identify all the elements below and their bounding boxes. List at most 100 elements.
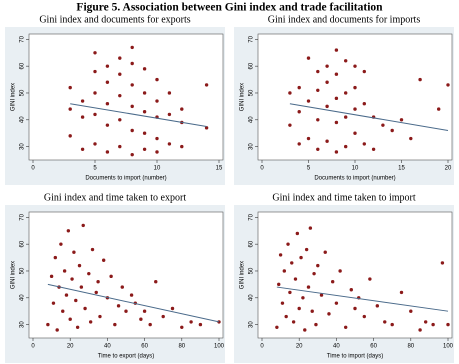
scatter-point — [325, 104, 329, 109]
scatter-point — [96, 280, 100, 284]
scatter-point — [105, 80, 110, 84]
scatter-point — [301, 296, 305, 300]
scatter-point — [323, 250, 327, 254]
scatter-point — [306, 136, 311, 141]
x-axis-label: Documents to import (number) — [85, 176, 166, 182]
scatter-point — [399, 290, 404, 295]
scatter-point — [148, 322, 152, 327]
y-tick-label: 50 — [20, 267, 26, 274]
scatter-point — [142, 309, 147, 313]
fit-line — [289, 103, 449, 132]
scatter-point — [51, 301, 56, 305]
scatter-point — [371, 147, 376, 151]
x-axis-label: Documents to import (number) — [314, 176, 395, 182]
scatter-point — [362, 102, 366, 106]
y-axis-label: GINI index — [11, 261, 17, 289]
y-tick-label: 70 — [249, 213, 255, 220]
scatter-point — [399, 118, 404, 122]
scatter-point — [290, 261, 294, 265]
scatter-point — [375, 304, 380, 308]
scatter-point — [72, 250, 76, 254]
scatter-point — [124, 309, 128, 313]
scatter-point — [101, 258, 106, 262]
scatter-point — [80, 99, 85, 103]
scatter-point — [275, 325, 279, 329]
figure-title: Figure 5. Association between Gini index… — [76, 2, 383, 14]
scatter-point — [80, 147, 85, 151]
scatter-point — [316, 88, 320, 92]
x-tick-label: 0 — [31, 344, 35, 350]
x-tick-label: 40 — [104, 344, 111, 350]
scatter-point — [142, 110, 147, 114]
scatter-point — [204, 126, 209, 130]
x-tick-label: 80 — [407, 344, 414, 350]
scatter-point — [284, 314, 288, 319]
scatter-point — [319, 293, 324, 297]
scatter-point — [409, 309, 413, 313]
scatter-point — [334, 96, 339, 101]
y-tick-label: 50 — [249, 89, 255, 96]
scatter-point — [66, 229, 71, 233]
scatter-point — [142, 67, 147, 71]
scatter-point — [286, 242, 290, 246]
scatter-point — [118, 118, 122, 122]
scatter-point — [167, 112, 172, 117]
scatter-point — [64, 293, 69, 297]
y-tick-label: 30 — [249, 321, 255, 328]
y-tick-label: 60 — [249, 240, 255, 247]
scatter-point — [353, 306, 357, 311]
scatter-point — [161, 314, 165, 319]
x-tick-label: 100 — [214, 344, 225, 350]
scatter-point — [353, 107, 357, 111]
y-axis-label: GINI index — [11, 83, 17, 111]
scatter-point — [390, 322, 394, 327]
scatter-point — [368, 277, 372, 281]
scatter-point — [94, 290, 98, 295]
scatter-point — [440, 261, 445, 265]
scatter-point — [344, 144, 348, 149]
y-tick-label: 30 — [249, 143, 255, 150]
y-tick-label: 50 — [20, 89, 26, 96]
scatter-point — [304, 247, 309, 252]
scatter-point — [334, 150, 339, 154]
scatter-point — [325, 80, 329, 84]
scatter-point — [297, 142, 301, 146]
scatter-point — [75, 325, 80, 329]
x-tick-label: 60 — [141, 344, 148, 350]
fit-line — [70, 103, 207, 127]
scatter-point — [88, 320, 93, 324]
scatter-point — [349, 288, 353, 292]
y-tick-label: 40 — [249, 116, 255, 123]
scatter-point — [142, 147, 147, 151]
panel-title: Gini index and time taken to import — [272, 192, 416, 203]
scatter-point — [46, 322, 50, 327]
scatter-point — [170, 306, 175, 311]
scatter-point — [93, 91, 97, 95]
x-tick-label: 100 — [443, 344, 454, 350]
x-axis-label: Time to import (days) — [327, 354, 383, 360]
scatter-point — [446, 322, 450, 327]
scatter-point — [118, 144, 122, 149]
scatter-point — [418, 77, 422, 82]
scatter-point — [130, 45, 134, 50]
plot-area — [28, 211, 224, 339]
scatter-point — [62, 269, 67, 273]
scatter-point — [316, 118, 320, 122]
panel-title: Gini index and documents for imports — [268, 14, 421, 25]
scatter-point — [338, 269, 342, 273]
y-axis-label: GINI index — [240, 83, 246, 111]
scatter-point — [93, 69, 97, 74]
x-tick-label: 5 — [93, 166, 97, 172]
scatter-point — [167, 91, 172, 95]
scatter-point — [344, 91, 348, 95]
scatter-point — [77, 263, 82, 268]
scatter-point — [105, 64, 110, 68]
scatter-point — [81, 223, 85, 228]
scatter-point — [74, 298, 78, 303]
scatter-point — [316, 69, 320, 74]
scatter-point — [437, 107, 441, 111]
scatter-point — [288, 123, 292, 127]
scatter-point — [316, 263, 320, 268]
scatter-point — [113, 322, 117, 327]
